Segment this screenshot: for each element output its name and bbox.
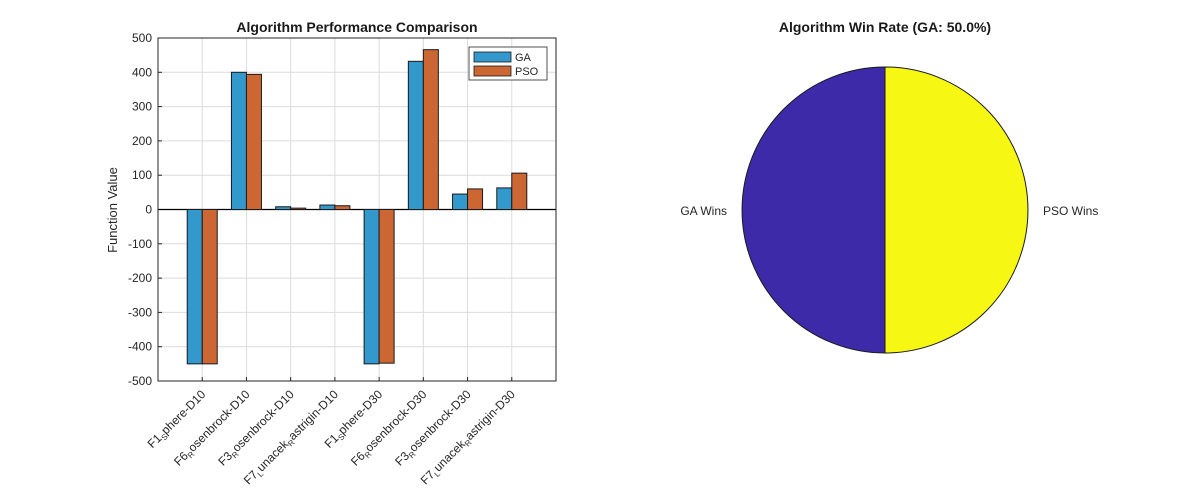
bar-pso-3 [334,205,351,211]
bar-ga-0 [186,209,203,365]
legend-swatch-pso [473,65,512,77]
y-tick-label: 100 [132,168,152,182]
bar-ga-1 [230,71,247,210]
bar-ga-7 [496,187,513,211]
bar-pso-2 [290,207,307,211]
bar-ga-4 [363,209,380,365]
y-tick-label: 400 [132,65,152,79]
bar-pso-0 [201,209,218,365]
x-tick-label: F3Rosenbrock-D10 [215,387,298,470]
y-tick-label: 0 [145,203,152,217]
x-tick-labels: F1Sphere-D10F6Rosenbrock-D10F3Rosenbrock… [145,387,520,489]
pie-chart-title: Algorithm Win Rate (GA: 50.0%) [779,19,991,35]
y-axis-label: Function Value [105,167,120,253]
bar-chart-title: Algorithm Performance Comparison [236,19,477,35]
bar-pso-5 [422,49,439,210]
pie-marks [741,66,1029,354]
x-tick-label: F3Rosenbrock-D30 [392,387,475,470]
y-tick-label: -300 [128,305,152,319]
y-tick-label: -200 [128,271,152,285]
x-tick-label: F6Rosenbrock-D30 [348,387,431,470]
pie-chart: Algorithm Win Rate (GA: 50.0%) GA Wins P… [680,19,1098,354]
bar-pso-4 [378,209,395,364]
y-tick-label: 300 [132,100,152,114]
bar-marks [186,49,528,365]
y-tick-labels: -500 -400 -300 -200 -100 0 100 200 300 400 500 [128,31,152,388]
bar-ga-2 [275,206,292,210]
y-tick-label: -100 [128,237,152,251]
y-tick-label: 500 [132,31,152,45]
x-tick-label: F7LunacekRastrigin-D30 [418,387,520,489]
y-tick-label: -400 [128,340,152,354]
bar-pso-6 [467,188,484,210]
bar-pso-1 [245,73,262,210]
y-tick-label: 200 [132,134,152,148]
bar-ga-6 [452,193,469,211]
bar-ga-5 [407,60,424,210]
plot-frame [157,37,557,382]
x-tick-label: F6Rosenbrock-D10 [171,387,254,470]
pie-label-pso: PSO Wins [1043,204,1098,218]
legend-label-ga: GA [515,52,532,64]
pie-slice-pso [884,66,1029,354]
bar-pso-7 [511,172,528,210]
legend-label-pso: PSO [515,66,539,78]
bar-chart: Algorithm Performance Comparison -500 -40… [105,19,557,489]
pie-label-ga: GA Wins [680,204,727,218]
legend-swatch-ga [473,51,512,63]
y-tick-label: -500 [128,374,152,388]
bar-ga-3 [319,204,336,211]
pie-slice-ga [741,66,886,354]
legend: GA PSO [468,46,548,81]
